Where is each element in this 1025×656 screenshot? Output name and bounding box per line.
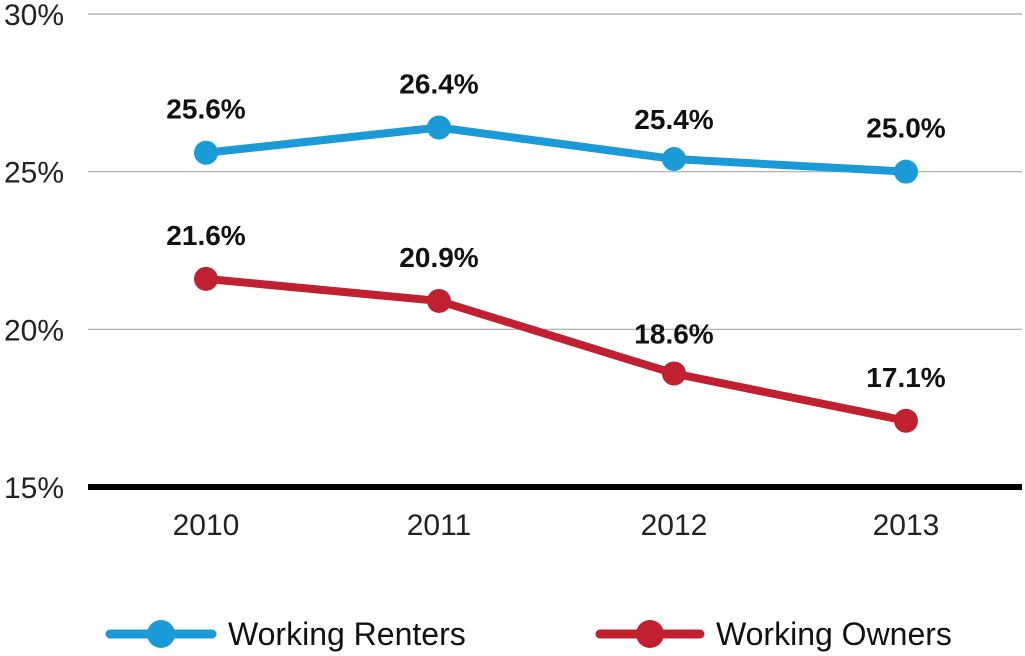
- legend-swatch-marker: [636, 620, 664, 648]
- data-point: [427, 288, 451, 313]
- x-tick-label: 2012: [641, 509, 708, 542]
- series-lines: [194, 115, 918, 433]
- legend-label: Working Owners: [716, 616, 952, 652]
- data-point: [427, 115, 451, 140]
- data-point: [662, 361, 686, 386]
- series-line-working-renters: [202, 123, 910, 176]
- data-point: [194, 140, 218, 165]
- data-label: 26.4%: [399, 69, 478, 100]
- y-tick-label: 15%: [4, 472, 64, 505]
- data-point: [894, 159, 918, 184]
- y-tick-label: 25%: [4, 157, 64, 190]
- data-label: 25.0%: [866, 113, 945, 144]
- data-point: [194, 266, 218, 291]
- gridlines: [88, 13, 1022, 490]
- data-labels: 25.6% 26.4% 25.4% 25.0% 21.6% 20.9% 18.6% 17.1%: [166, 69, 945, 393]
- x-tick-label: 2013: [873, 509, 940, 542]
- legend-label: Working Renters: [228, 616, 466, 652]
- data-label: 21.6%: [166, 220, 245, 251]
- series-line-working-owners: [202, 274, 910, 425]
- x-axis-ticks: 2010 2011 2012 2013: [173, 509, 940, 542]
- data-label: 25.6%: [166, 94, 245, 125]
- data-point: [662, 147, 686, 172]
- legend-swatch-marker: [147, 620, 175, 648]
- data-label: 25.4%: [634, 104, 713, 135]
- data-label: 18.6%: [634, 318, 713, 349]
- x-tick-label: 2010: [173, 509, 240, 542]
- y-axis-ticks: 15% 20% 25% 30%: [4, 0, 64, 505]
- legend: Working Renters Working Owners: [105, 616, 952, 652]
- y-tick-label: 20%: [4, 314, 64, 347]
- data-label: 20.9%: [399, 242, 478, 273]
- data-point: [894, 408, 918, 433]
- data-label: 17.1%: [866, 362, 945, 393]
- x-tick-label: 2011: [407, 509, 472, 542]
- y-tick-label: 30%: [4, 0, 64, 32]
